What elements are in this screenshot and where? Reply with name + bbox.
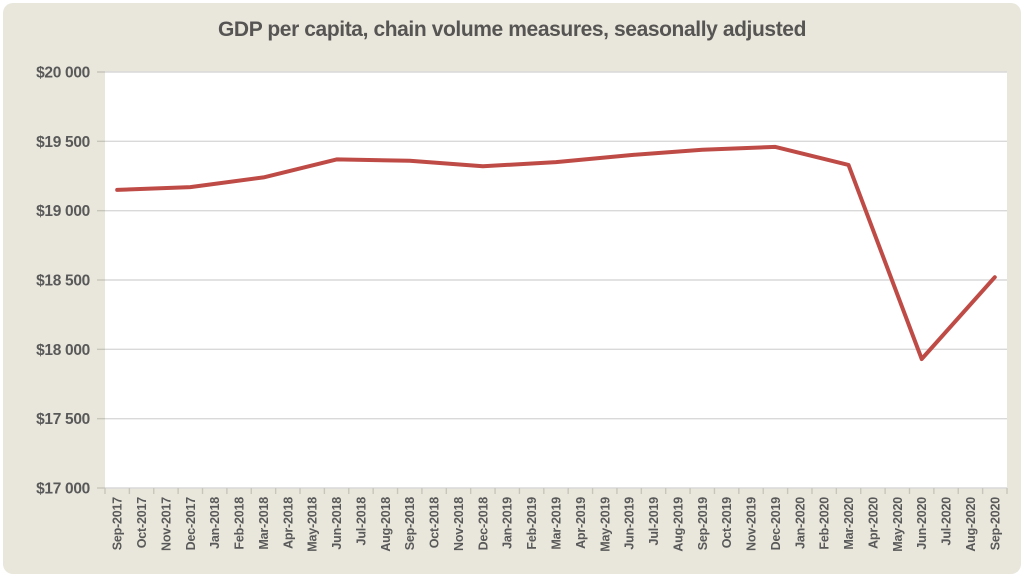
x-axis-label: Sep-2018 <box>403 497 417 551</box>
x-axis-label: Feb-2020 <box>818 497 832 550</box>
y-axis-label: $19 500 <box>36 134 90 151</box>
x-axis-label: Jul-2018 <box>354 497 368 546</box>
y-axis-label: $17 000 <box>36 481 90 498</box>
y-axis-label: $20 000 <box>36 65 90 82</box>
y-axis-label: $18 500 <box>36 273 90 290</box>
chart-canvas: GDP per capita, chain volume measures, s… <box>3 3 1021 574</box>
y-axis-label: $18 000 <box>36 342 90 359</box>
x-axis-label: Jun-2018 <box>330 497 344 550</box>
gdp-line-series <box>115 144 997 361</box>
y-axis-label: $17 500 <box>36 411 90 428</box>
x-axis-label: Oct-2019 <box>720 497 734 548</box>
x-axis-label: May-2019 <box>598 497 612 552</box>
x-axis-label: Feb-2019 <box>525 497 539 550</box>
x-axis-label: Jan-2019 <box>501 497 515 549</box>
x-axis-label: Dec-2018 <box>476 497 490 551</box>
x-axis-label: Sep-2019 <box>696 497 710 551</box>
x-axis-label: Jan-2018 <box>208 497 222 549</box>
x-axis-label: Aug-2020 <box>964 497 978 552</box>
x-axis-label: Apr-2018 <box>281 497 295 549</box>
x-axis-label: Nov-2017 <box>159 497 173 551</box>
x-axis-label: Apr-2020 <box>866 497 880 549</box>
x-axis-label: Nov-2018 <box>452 497 466 551</box>
x-axis-label: Aug-2018 <box>379 497 393 552</box>
x-axis-label: Jul-2019 <box>647 497 661 546</box>
x-axis-label: Mar-2020 <box>842 497 856 550</box>
gdp-line-chart: $20 000 $19 500 $19 000 $18 500 $18 000 $17 5… <box>36 65 1008 552</box>
x-axis-label: Apr-2019 <box>574 497 588 549</box>
x-axis-label: Sep-2020 <box>988 497 1002 551</box>
x-axis-label: Jun-2020 <box>915 497 929 550</box>
x-axis-label: May-2018 <box>306 497 320 552</box>
x-axis-label: Nov-2019 <box>745 497 759 551</box>
x-axis-label: Oct-2017 <box>135 497 149 548</box>
x-axis-label: May-2020 <box>891 497 905 552</box>
x-axis-label: Jul-2020 <box>940 497 954 546</box>
y-axis-label: $19 000 <box>36 203 90 220</box>
x-axis-label: Dec-2019 <box>769 497 783 551</box>
x-axis-label: Jun-2019 <box>623 497 637 550</box>
x-axis-label: Sep-2017 <box>111 497 125 551</box>
x-axis-label: Oct-2018 <box>428 497 442 548</box>
x-axis-label: Jan-2020 <box>793 497 807 549</box>
x-axis-label: Dec-2017 <box>184 497 198 551</box>
chart-title: GDP per capita, chain volume measures, s… <box>218 18 806 41</box>
x-axis-label: Mar-2018 <box>257 497 271 550</box>
x-axis-label: Aug-2019 <box>671 497 685 552</box>
x-axis-label: Mar-2019 <box>550 497 564 550</box>
x-axis-label: Feb-2018 <box>233 497 247 550</box>
